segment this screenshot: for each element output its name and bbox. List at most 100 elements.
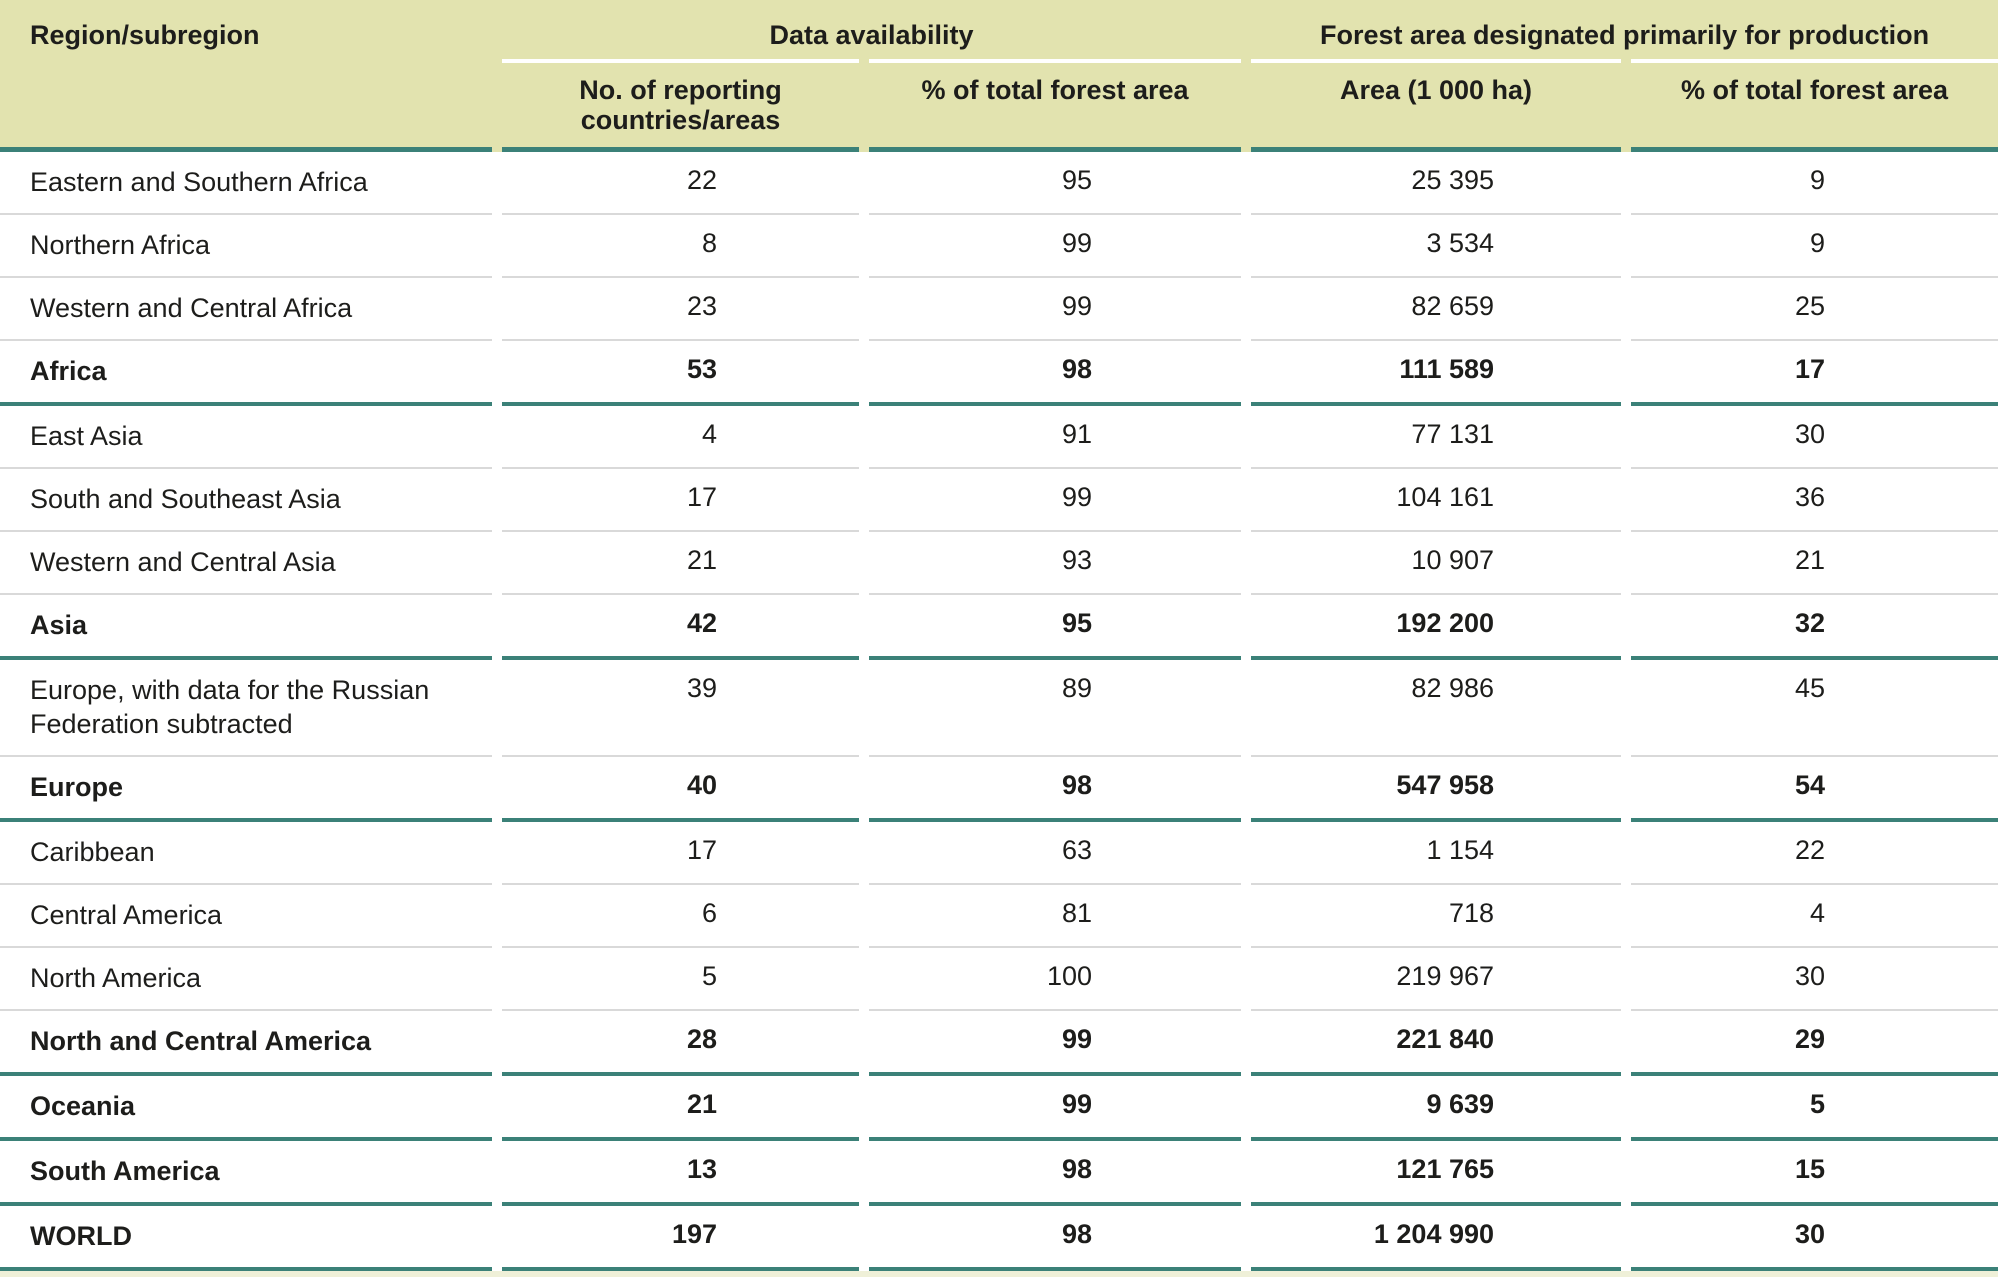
- column-header-percent-forest-area-production: % of total forest area: [1626, 61, 1998, 152]
- value-cell: 39: [497, 658, 869, 757]
- region-cell: Asia: [0, 594, 502, 660]
- value-cell: 718: [1246, 884, 1632, 948]
- group-header-data-availability: Data availability: [497, 0, 1252, 63]
- region-cell: Europe, with data for the Russian Federa…: [0, 658, 502, 757]
- value-cell: 81: [864, 884, 1252, 948]
- value-cell: 30: [1626, 1204, 1998, 1271]
- value-cell: 63: [864, 820, 1252, 885]
- value-cell: 32: [1626, 594, 1998, 660]
- value-cell: 29: [1626, 1010, 1998, 1076]
- value-cell: 111 589: [1246, 340, 1632, 406]
- value-cell: 1 204 990: [1246, 1204, 1632, 1271]
- value-cell: 45: [1626, 658, 1998, 757]
- column-header-reporting-countries: No. of reporting countries/areas: [497, 61, 869, 152]
- value-cell: 547 958: [1246, 756, 1632, 822]
- value-cell: 30: [1626, 947, 1998, 1011]
- value-cell: 99: [864, 214, 1252, 278]
- total-row: WORLD 197 98 1 204 990 30: [0, 1204, 1998, 1271]
- table-row: Central America 6 81 718 4: [0, 884, 1998, 948]
- value-cell: 5: [1626, 1074, 1998, 1141]
- value-cell: 9: [1626, 214, 1998, 278]
- value-cell: 82 659: [1246, 277, 1632, 341]
- region-cell: Central America: [0, 884, 502, 948]
- sub-header-row: No. of reporting countries/areas % of to…: [0, 61, 1998, 152]
- region-cell: Eastern and Southern Africa: [0, 149, 502, 215]
- value-cell: 99: [864, 277, 1252, 341]
- value-cell: 21: [497, 531, 869, 595]
- region-cell: East Asia: [0, 404, 502, 469]
- table-row: Caribbean 17 63 1 154 22: [0, 820, 1998, 885]
- value-cell: 30: [1626, 404, 1998, 469]
- region-cell: North America: [0, 947, 502, 1011]
- value-cell: 77 131: [1246, 404, 1632, 469]
- value-cell: 89: [864, 658, 1252, 757]
- value-cell: 17: [497, 820, 869, 885]
- value-cell: 104 161: [1246, 468, 1632, 532]
- value-cell: 21: [1626, 531, 1998, 595]
- value-cell: 91: [864, 404, 1252, 469]
- group-header-row: Region/subregion Data availability Fores…: [0, 0, 1998, 152]
- column-header-region: Region/subregion: [0, 0, 502, 152]
- table-row: North America 5 100 219 967 30: [0, 947, 1998, 1011]
- total-row: Oceania 21 99 9 639 5: [0, 1074, 1998, 1141]
- total-row: North and Central America 28 99 221 840 29: [0, 1010, 1998, 1076]
- value-cell: 192 200: [1246, 594, 1632, 660]
- page-bottom-strip: [0, 1271, 1998, 1277]
- table-row: Western and Central Asia 21 93 10 907 21: [0, 531, 1998, 595]
- value-cell: 22: [1626, 820, 1998, 885]
- value-cell: 28: [497, 1010, 869, 1076]
- total-row: Europe 40 98 547 958 54: [0, 756, 1998, 822]
- value-cell: 6: [497, 884, 869, 948]
- region-cell: Caribbean: [0, 820, 502, 885]
- table-row: East Asia 4 91 77 131 30: [0, 404, 1998, 469]
- value-cell: 25 395: [1246, 149, 1632, 215]
- value-cell: 5: [497, 947, 869, 1011]
- value-cell: 98: [864, 1139, 1252, 1206]
- table-row: Northern Africa 8 99 3 534 9: [0, 214, 1998, 278]
- value-cell: 98: [864, 340, 1252, 406]
- group-header-forest-area-production: Forest area designated primarily for pro…: [1246, 0, 1998, 63]
- value-cell: 3 534: [1246, 214, 1632, 278]
- value-cell: 13: [497, 1139, 869, 1206]
- total-row: South America 13 98 121 765 15: [0, 1139, 1998, 1206]
- value-cell: 17: [1626, 340, 1998, 406]
- value-cell: 98: [864, 756, 1252, 822]
- region-cell: WORLD: [0, 1204, 502, 1271]
- value-cell: 99: [864, 1010, 1252, 1076]
- value-cell: 9 639: [1246, 1074, 1632, 1141]
- value-cell: 36: [1626, 468, 1998, 532]
- value-cell: 4: [497, 404, 869, 469]
- value-cell: 95: [864, 149, 1252, 215]
- value-cell: 98: [864, 1204, 1252, 1271]
- value-cell: 93: [864, 531, 1252, 595]
- total-row: Africa 53 98 111 589 17: [0, 340, 1998, 406]
- column-header-percent-forest-area-availability: % of total forest area: [864, 61, 1252, 152]
- value-cell: 8: [497, 214, 869, 278]
- region-cell: North and Central America: [0, 1010, 502, 1076]
- value-cell: 23: [497, 277, 869, 341]
- value-cell: 100: [864, 947, 1252, 1011]
- table-row: South and Southeast Asia 17 99 104 161 36: [0, 468, 1998, 532]
- value-cell: 95: [864, 594, 1252, 660]
- total-row: Asia 42 95 192 200 32: [0, 594, 1998, 660]
- table-body: Eastern and Southern Africa 22 95 25 395 9 No…: [0, 149, 1998, 1271]
- region-cell: Western and Central Africa: [0, 277, 502, 341]
- region-cell: South America: [0, 1139, 502, 1206]
- table-header: Region/subregion Data availability Fores…: [0, 0, 1998, 152]
- value-cell: 99: [864, 468, 1252, 532]
- table-row: Eastern and Southern Africa 22 95 25 395 9: [0, 149, 1998, 215]
- value-cell: 99: [864, 1074, 1252, 1141]
- value-cell: 54: [1626, 756, 1998, 822]
- value-cell: 21: [497, 1074, 869, 1141]
- value-cell: 25: [1626, 277, 1998, 341]
- region-cell: Africa: [0, 340, 502, 406]
- value-cell: 121 765: [1246, 1139, 1632, 1206]
- value-cell: 15: [1626, 1139, 1998, 1206]
- column-header-area-1000ha: Area (1 000 ha): [1246, 61, 1632, 152]
- region-cell: Oceania: [0, 1074, 502, 1141]
- value-cell: 219 967: [1246, 947, 1632, 1011]
- value-cell: 197: [497, 1204, 869, 1271]
- value-cell: 17: [497, 468, 869, 532]
- value-cell: 10 907: [1246, 531, 1632, 595]
- table-row: Europe, with data for the Russian Federa…: [0, 658, 1998, 757]
